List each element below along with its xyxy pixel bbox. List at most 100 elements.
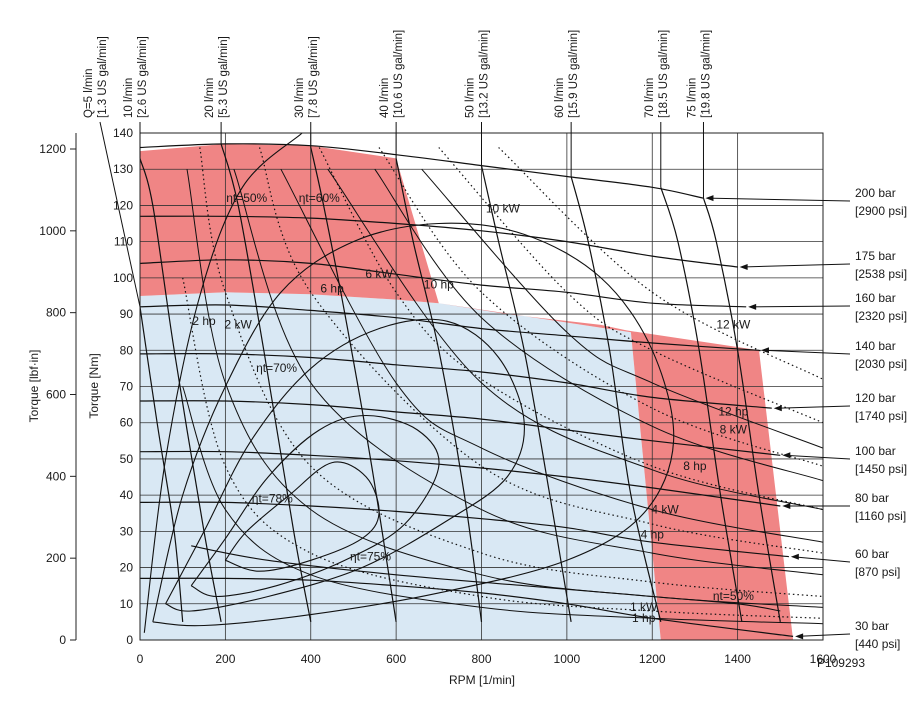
figure-id: P109293 (817, 656, 865, 670)
y-tick-label: 140 (113, 126, 133, 140)
pressure-label-0: 200 bar [2900 psi] (705, 186, 907, 218)
annotation-label: 1 hp (632, 611, 656, 625)
flow-label-5: 50 l/min [13.2 US gal/min] (465, 30, 491, 166)
flow-label-value: Q=5 l/min (83, 68, 95, 118)
flow-label-usgal: [1.3 US gal/min] (97, 36, 109, 118)
flow-label-value: 10 l/min (123, 78, 135, 118)
annotation-label: ηt=60% (299, 191, 340, 205)
pressure-arrow (760, 347, 769, 354)
pressure-label-psi: [2538 psi] (855, 267, 907, 281)
power-line-12 (498, 147, 823, 380)
annotation-label: 10 hp (424, 278, 454, 292)
annotation-label: 2 hp (192, 314, 216, 328)
flow-line-8 (702, 198, 781, 622)
flow-line-2 (220, 143, 312, 623)
pressure-labels: 200 bar [2900 psi] 175 bar [2538 psi] 160 ba… (705, 186, 907, 651)
annotation-label: ηt=78% (252, 491, 293, 505)
power-line-11 (374, 168, 823, 482)
pressure-label-5: 100 bar [1450 psi] (782, 444, 907, 476)
pressure-label-bar: 30 bar (855, 619, 889, 633)
x-tick-label: 400 (301, 652, 321, 666)
pressure-leader (762, 349, 851, 355)
pressure-label-1: 175 bar [2538 psi] (739, 249, 907, 281)
operating-regions (140, 143, 794, 640)
annotation-label: ηt=75% (350, 549, 391, 563)
flow-label-8: 75 l/min [19.8 US gal/min] (686, 30, 712, 199)
annotation-label: 8 kW (720, 423, 748, 437)
annotation-label: 6 kW (365, 267, 393, 281)
pressure-arrow (795, 633, 804, 640)
x-tick-label: 1600 (810, 652, 837, 666)
annotation-label: 1 kW (630, 600, 658, 614)
y-tick-label: 20 (120, 561, 134, 575)
y-tick-label: 50 (120, 452, 134, 466)
flow-label-0: Q=5 l/min [1.3 US gal/min] (83, 36, 141, 307)
pressure-arrow (773, 405, 782, 412)
flow-label-value: 70 l/min (644, 78, 656, 118)
pressure-label-bar: 100 bar (855, 444, 896, 458)
continuous-region (140, 292, 661, 640)
x-tick-label: 0 (137, 652, 144, 666)
pressure-label-bar: 120 bar (855, 391, 896, 405)
flow-line-0 (140, 306, 184, 622)
annotation-label: 12 hp (718, 404, 748, 418)
flow-label-6: 60 l/min [15.9 US gal/min] (554, 30, 580, 177)
pressure-line-1 (140, 215, 738, 268)
flow-label-value: 40 l/min (379, 78, 391, 118)
y2-tick-label: 800 (46, 306, 66, 320)
pressure-label-8: 30 bar [440 psi] (795, 619, 900, 651)
pressure-label-bar: 160 bar (855, 291, 896, 305)
pressure-label-psi: [2030 psi] (855, 357, 907, 371)
flow-label-value: 50 l/min (465, 78, 477, 118)
pressure-label-psi: [440 psi] (855, 637, 900, 651)
pressure-label-6: 80 bar [1160 psi] (782, 491, 906, 523)
pressure-label-bar: 60 bar (855, 547, 889, 561)
flow-label-3: 30 l/min [7.8 US gal/min] (294, 36, 320, 148)
flow-label-usgal: [18.5 US gal/min] (658, 30, 670, 118)
pressure-label-psi: [1450 psi] (855, 462, 907, 476)
annotations: ηt=50% ηt=60% ηt=70% ηt=78% ηt=75% ηt=50% 10 k… (192, 191, 754, 625)
x-tick-label: 1200 (639, 652, 666, 666)
pressure-arrow (748, 303, 757, 310)
y2-tick-label: 600 (46, 387, 66, 401)
flow-label-usgal: [15.9 US gal/min] (568, 30, 580, 118)
pressure-leader (775, 405, 851, 409)
pressure-label-bar: 175 bar (855, 249, 896, 263)
y-tick-label: 60 (120, 416, 134, 430)
flow-label-value: 60 l/min (554, 78, 566, 118)
flow-labels: Q=5 l/min [1.3 US gal/min] 10 l/min [2.6 US… (83, 30, 712, 307)
pressure-label-bar: 80 bar (855, 491, 889, 505)
efficiency-contour-1 (190, 414, 440, 598)
annotation-label: 4 kW (651, 502, 679, 516)
flow-label-1: 10 l/min [2.6 US gal/min] (123, 36, 149, 159)
pressure-arrow (705, 195, 714, 202)
y-tick-label: 70 (120, 380, 134, 394)
pressure-leader (750, 305, 851, 308)
flow-label-value: 20 l/min (204, 78, 216, 118)
y2-tick-label: 400 (46, 469, 66, 483)
flow-label-usgal: [2.6 US gal/min] (137, 36, 149, 118)
power-line-4 (258, 147, 823, 554)
annotation-label: ηt=70% (256, 361, 297, 375)
power-line-7 (280, 168, 823, 543)
pressure-lines (140, 143, 794, 637)
annotation-label: ηt=50% (713, 589, 754, 603)
pressure-label-psi: [2320 psi] (855, 309, 907, 323)
y2-tick-label: 1000 (39, 224, 66, 238)
pressure-line-7 (140, 501, 789, 558)
y2-tick-label: 1200 (39, 142, 66, 156)
chart-labels: 0 200 400 600 800 1000 1200 1400 160001020304050… (39, 126, 836, 666)
y-tick-label: 120 (113, 198, 133, 212)
y-tick-label: 100 (113, 271, 133, 285)
intermittent-region (140, 143, 794, 640)
pressure-label-psi: [870 psi] (855, 565, 900, 579)
pressure-line-6 (140, 450, 781, 507)
pressure-label-4: 120 bar [1740 psi] (773, 391, 907, 423)
pressure-leader (707, 197, 851, 202)
x-tick-label: 1400 (724, 652, 751, 666)
x-axis-label: RPM [1/min] (449, 673, 515, 687)
flow-line-1 (140, 158, 222, 623)
y-tick-label: 80 (120, 343, 134, 357)
flow-line-3 (310, 147, 397, 622)
y-tick-label: 90 (120, 307, 134, 321)
